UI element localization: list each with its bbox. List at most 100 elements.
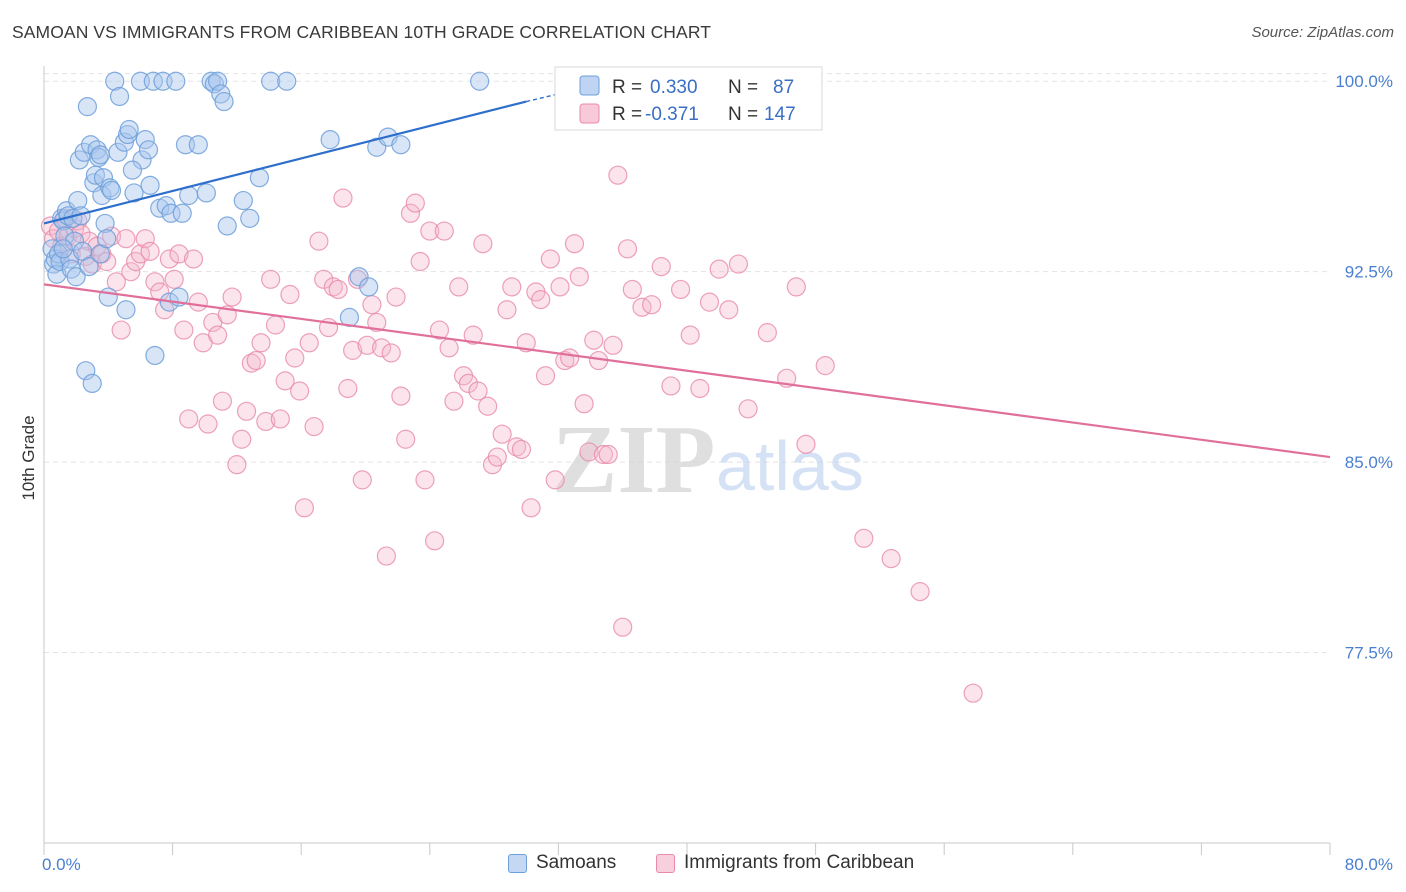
blue-point: [261, 71, 281, 91]
pink-point: [468, 381, 488, 401]
blue-point: [64, 231, 85, 251]
blue-point: [77, 97, 98, 117]
pink-point: [622, 279, 642, 300]
pink-point: [420, 221, 440, 241]
pink-point: [478, 396, 498, 416]
pink-point: [699, 292, 720, 312]
blue-point: [68, 190, 88, 211]
stats-pink-n-label: N =: [728, 104, 758, 125]
stats-pink-r-label: R =: [612, 104, 642, 125]
blue-point: [233, 190, 253, 211]
pink-point: [574, 394, 594, 414]
pink-point: [145, 272, 165, 292]
pink-point: [386, 287, 406, 307]
pink-point: [309, 231, 329, 251]
blue-point: [166, 71, 186, 91]
watermark: ZIP atlas: [552, 406, 864, 514]
blue-point: [109, 86, 130, 107]
pink-point: [140, 241, 160, 261]
blue-point: [359, 277, 379, 297]
y-tick-label: 92.5%: [1345, 263, 1393, 282]
pink-point: [540, 249, 560, 269]
blue-point: [208, 71, 228, 91]
pink-point: [598, 444, 618, 465]
pink-point: [174, 320, 194, 340]
pink-point: [333, 188, 353, 208]
pink-point: [910, 582, 930, 602]
pink-point: [198, 414, 218, 434]
blue-point: [349, 267, 369, 287]
blue-point: [391, 135, 411, 155]
pink-point: [179, 409, 199, 429]
pink-point: [516, 333, 536, 353]
blue-point: [201, 71, 221, 91]
blue-point: [132, 150, 152, 170]
blue-point: [119, 119, 139, 140]
blue-point: [101, 180, 122, 201]
pink-point: [111, 320, 131, 340]
pink-point: [728, 254, 749, 274]
pink-point: [608, 165, 628, 185]
pink-point: [502, 277, 522, 297]
trend-lines: [43, 93, 1331, 459]
blue-point: [161, 203, 181, 223]
pink-trend-line: [43, 283, 1331, 459]
pink-point: [381, 343, 401, 363]
pink-point: [227, 455, 247, 475]
pink-point: [564, 234, 585, 254]
pink-point: [815, 356, 835, 376]
pink-point: [463, 325, 483, 345]
blue-point: [90, 145, 110, 165]
y-tick-label: 77.5%: [1345, 644, 1393, 663]
pink-point: [405, 193, 425, 213]
x-tick-label-min: 0.0%: [42, 855, 81, 874]
pink-point: [719, 300, 739, 320]
pink-point: [357, 335, 377, 355]
pink-point: [232, 429, 252, 449]
pink-point: [757, 323, 777, 343]
blue-point: [87, 140, 107, 160]
blue-point: [277, 71, 297, 91]
pink-point: [106, 272, 126, 292]
blue-point: [214, 91, 234, 112]
pink-point: [545, 470, 565, 490]
x-tick-label-max: 80.0%: [1345, 855, 1393, 874]
blue-point: [97, 229, 117, 249]
legend-swatch-pink: [656, 853, 675, 873]
pink-point: [396, 429, 416, 449]
pink-point: [270, 409, 290, 429]
pink-point: [550, 277, 570, 297]
pink-point: [796, 434, 816, 454]
blue-point: [98, 287, 118, 307]
pink-point: [246, 350, 266, 371]
pink-point: [304, 416, 324, 437]
pink-point: [690, 378, 710, 399]
pink-point: [579, 442, 599, 462]
chart-title: SAMOAN VS IMMIGRANTS FROM CARIBBEAN 10TH…: [12, 22, 712, 42]
blue-point: [79, 256, 99, 277]
blue-point: [82, 373, 102, 394]
chart-source: Source: ZipAtlas.com: [1251, 24, 1394, 41]
pink-point: [449, 277, 469, 297]
pink-point: [425, 531, 445, 551]
stats-pink-swatch: [579, 103, 600, 124]
pink-point: [511, 439, 532, 460]
pink-point: [473, 234, 493, 254]
pink-point: [183, 249, 204, 269]
blue-point: [66, 267, 86, 287]
pink-point: [294, 498, 315, 518]
pink-point: [497, 300, 517, 320]
pink-point: [560, 348, 580, 368]
pink-point: [222, 287, 242, 307]
blue-point: [217, 216, 237, 236]
stats-legend-box: R = 0.330 N = 87 R = -0.371 N = 147: [554, 66, 823, 131]
pink-point: [709, 259, 729, 279]
stats-blue-r-label: R =: [612, 77, 642, 98]
blue-point: [320, 130, 340, 150]
pink-point: [208, 325, 228, 345]
legend-label-samoans: Samoans: [536, 852, 617, 873]
pink-point: [444, 391, 464, 411]
pink-series-points: [40, 71, 983, 703]
pink-point: [251, 333, 271, 353]
